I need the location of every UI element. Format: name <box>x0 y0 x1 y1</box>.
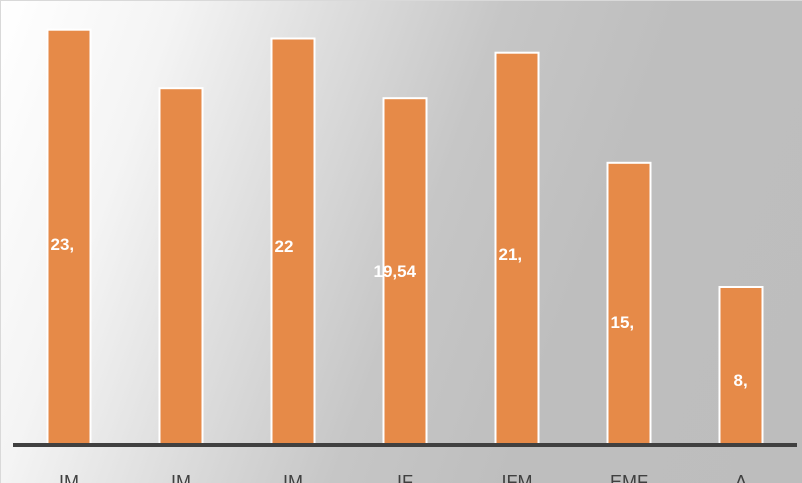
data-label-1: 23, <box>51 235 75 254</box>
x-tick-label-7: A <box>735 472 747 483</box>
bar-7 <box>718 286 764 446</box>
data-label-5: 21, <box>499 245 523 264</box>
bar-5 <box>494 51 540 446</box>
x-tick-label-3: IM <box>283 472 303 483</box>
bar-6 <box>606 161 652 447</box>
x-tick-label-1: IM <box>59 472 79 483</box>
bar-3 <box>270 37 316 446</box>
bar-1 <box>46 28 92 446</box>
x-tick-labels: IM IM IM IF IFM EMF A <box>59 472 747 483</box>
bars-layer <box>46 28 764 447</box>
x-tick-label-4: IF <box>397 472 413 483</box>
data-labels-layer: 23, 22 19,54 21, 15, 8, <box>51 235 748 390</box>
x-tick-label-5: IFM <box>502 472 533 483</box>
data-label-7: 8, <box>734 371 748 390</box>
x-tick-label-6: EMF <box>610 472 648 483</box>
x-tick-label-2: IM <box>171 472 191 483</box>
data-label-3: 22 <box>275 237 294 256</box>
data-label-6: 15, <box>611 313 635 332</box>
bar-2 <box>158 87 204 446</box>
data-label-4: 19,54 <box>374 262 417 281</box>
